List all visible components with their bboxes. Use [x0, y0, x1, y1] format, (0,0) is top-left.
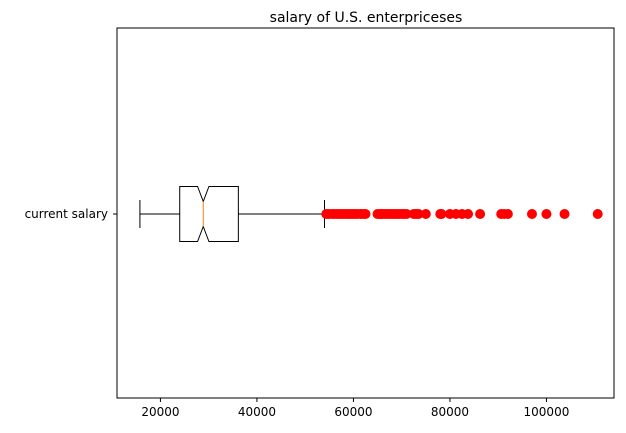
y-tick-label: current salary: [25, 207, 108, 221]
box-plot: [139, 186, 325, 242]
outlier-points: [321, 209, 603, 219]
x-tick-label: 100000: [524, 405, 570, 419]
outlier-point: [502, 209, 513, 219]
x-tick-label: 60000: [334, 405, 372, 419]
outlier-point: [360, 209, 371, 219]
outlier-point: [526, 209, 537, 219]
outlier-point: [559, 209, 570, 219]
y-axis: current salary: [25, 207, 117, 221]
plot-area-frame: [116, 27, 615, 399]
outlier-point: [420, 209, 431, 219]
outlier-point: [541, 209, 552, 219]
outlier-point: [463, 209, 474, 219]
outlier-point: [436, 209, 447, 219]
x-axis: 20000 40000 60000 80000 100000: [141, 398, 569, 419]
chart-title: salary of U.S. enterpriceses: [270, 10, 463, 26]
x-tick-label: 20000: [141, 405, 179, 419]
outlier-point: [475, 209, 486, 219]
x-tick-label: 40000: [238, 405, 276, 419]
notched-box: [179, 186, 239, 242]
x-tick-label: 80000: [431, 405, 469, 419]
outlier-point: [592, 209, 603, 219]
